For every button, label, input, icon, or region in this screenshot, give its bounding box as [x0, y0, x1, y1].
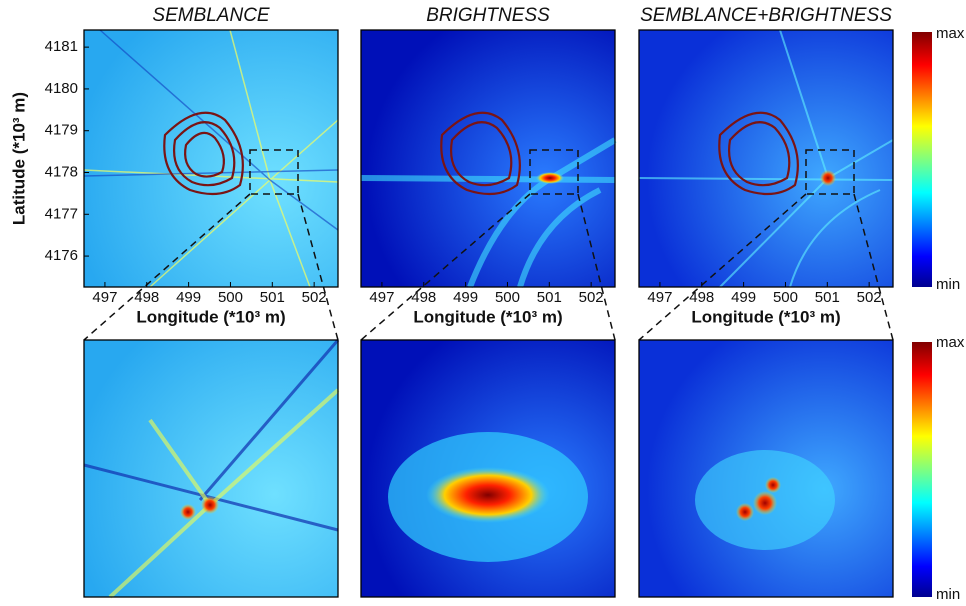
- x-tick-label: 502: [302, 289, 327, 306]
- x-tick-label: 499: [176, 289, 201, 306]
- colorbars: [912, 32, 932, 597]
- y-tick-label: 4181: [45, 38, 78, 55]
- frames: [83, 29, 894, 598]
- y-tick-label: 4179: [45, 122, 78, 139]
- contour-lines: [163, 111, 799, 196]
- x-tick-label: 499: [453, 289, 478, 306]
- x-tick-label: 498: [134, 289, 159, 306]
- x-tick-label: 502: [857, 289, 882, 306]
- panel-title: BRIGHTNESS: [426, 5, 550, 26]
- colorbar-max: max: [936, 25, 965, 42]
- x-tick-label: 501: [815, 289, 840, 306]
- y-tick-label: 4176: [45, 247, 78, 264]
- x-axis-label: Longitude (*10³ m): [691, 307, 840, 326]
- x-tick-label: 502: [579, 289, 604, 306]
- x-tick-label: 500: [495, 289, 520, 306]
- x-tick-label: 500: [773, 289, 798, 306]
- y-axis-label: Latitude (*10³ m): [9, 92, 28, 225]
- zoom-heatmap-image: [83, 339, 893, 599]
- panel-title: SEMBLANCE: [152, 5, 270, 26]
- x-axis-label: Longitude (*10³ m): [413, 307, 562, 326]
- panel-title: SEMBLANCE+BRIGHTNESS: [640, 5, 892, 26]
- colorbar-min: min: [936, 276, 960, 293]
- x-tick-label: 499: [731, 289, 756, 306]
- y-tick-label: 4177: [45, 205, 78, 222]
- x-tick-label: 501: [260, 289, 285, 306]
- zoom-indicators: [83, 149, 894, 341]
- x-tick-label: 498: [411, 289, 436, 306]
- x-tick-label: 501: [537, 289, 562, 306]
- x-tick-label: 497: [369, 289, 394, 306]
- colorbar-min: min: [936, 586, 960, 603]
- heatmap-image: [83, 29, 894, 289]
- x-axis-label: Longitude (*10³ m): [136, 307, 285, 326]
- x-tick-label: 497: [92, 289, 117, 306]
- x-tick-label: 500: [218, 289, 243, 306]
- x-tick-label: 497: [647, 289, 672, 306]
- y-tick-label: 4178: [45, 163, 78, 180]
- x-tick-label: 498: [689, 289, 714, 306]
- y-tick-label: 4180: [45, 80, 78, 97]
- colorbar-max: max: [936, 334, 965, 351]
